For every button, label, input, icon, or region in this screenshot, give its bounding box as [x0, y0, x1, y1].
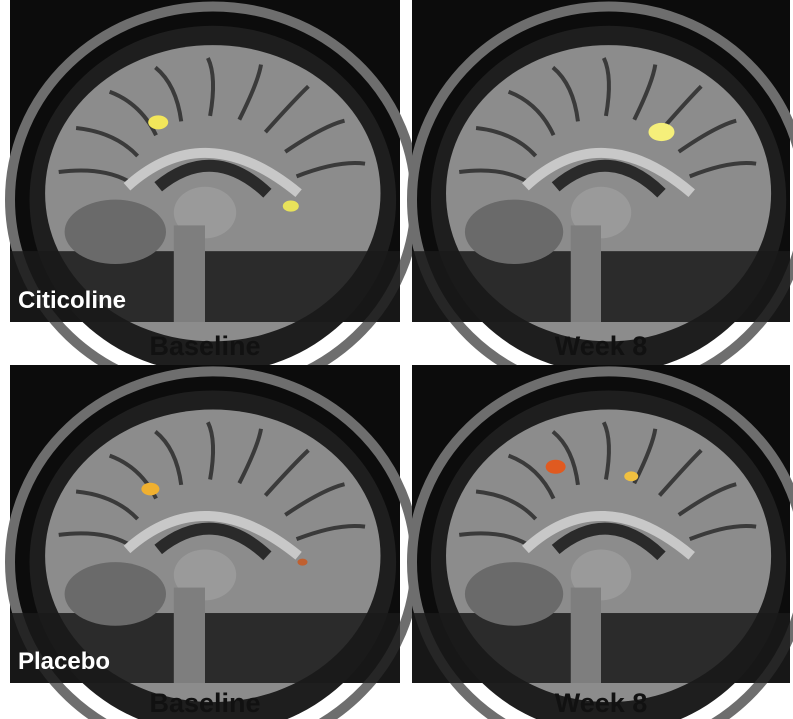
brainstem: [571, 588, 601, 683]
mri-panel: Placebo: [10, 365, 416, 719]
cerebellum: [465, 562, 563, 626]
activation: [283, 200, 299, 211]
group-label: Citicoline: [18, 287, 126, 314]
activation: [546, 460, 566, 474]
brainstem: [571, 225, 601, 322]
cerebellum: [465, 200, 563, 264]
brainstem: [174, 225, 205, 322]
activation: [648, 123, 674, 141]
activation: [148, 115, 168, 129]
cerebellum: [65, 200, 166, 264]
panel-caption: Week 8: [555, 331, 648, 361]
activation: [141, 483, 159, 496]
panel-caption: Baseline: [149, 688, 260, 718]
figure: Citicoline Baseline Week 8 Placebo Baseline W…: [0, 0, 793, 719]
activation: [624, 471, 638, 481]
mri-panel: [412, 365, 793, 719]
activation: [298, 559, 308, 566]
brainstem: [174, 588, 205, 683]
panel-caption: Baseline: [149, 331, 260, 361]
panel-caption: Week 8: [555, 688, 648, 718]
cerebellum: [65, 562, 166, 626]
group-label: Placebo: [18, 648, 110, 675]
